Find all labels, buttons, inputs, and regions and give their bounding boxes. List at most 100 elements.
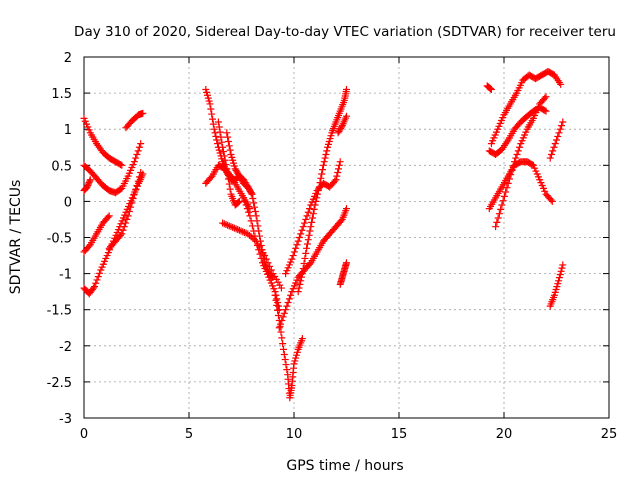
data-point: [253, 241, 261, 249]
data-point: [300, 259, 308, 267]
data-point: [297, 230, 305, 238]
data-point: [282, 306, 290, 314]
data-point: [137, 140, 145, 148]
data-point: [212, 132, 220, 140]
data-point: [553, 136, 560, 144]
data-point: [219, 143, 227, 151]
x-axis-label: GPS time / hours: [286, 458, 403, 474]
data-point: [224, 133, 232, 141]
data-point: [285, 295, 293, 303]
data-point: [214, 140, 222, 148]
data-point: [498, 201, 506, 209]
data-point: [220, 152, 228, 160]
data-point: [309, 210, 317, 218]
data-point: [335, 165, 343, 173]
data-point: [321, 154, 329, 162]
series-arc-l: [219, 219, 285, 292]
data-point: [487, 85, 495, 93]
series-arc-u: [485, 104, 550, 158]
data-point: [301, 254, 309, 262]
data-point: [262, 255, 270, 263]
data-point: [226, 146, 234, 154]
x-tick-label: 10: [286, 427, 303, 442]
series-arc-y: [546, 118, 567, 162]
data-point: [287, 291, 295, 299]
data-point: [304, 236, 312, 244]
data-point: [556, 125, 564, 133]
data-point: [319, 166, 327, 174]
data-point: [513, 150, 521, 158]
data-point: [343, 205, 350, 213]
data-point: [86, 176, 94, 184]
data-point: [134, 147, 142, 155]
data-point: [503, 184, 511, 192]
data-point: [226, 185, 234, 193]
data-point: [551, 140, 559, 148]
data-point: [239, 228, 247, 236]
data-point: [316, 179, 324, 187]
data-point: [274, 302, 282, 310]
data-point: [92, 279, 100, 287]
data-point: [94, 273, 102, 281]
data-point: [248, 222, 256, 230]
series-arc-m: [240, 194, 283, 314]
data-point: [214, 118, 222, 126]
data-point: [320, 158, 328, 166]
data-point: [209, 115, 217, 123]
data-point: [555, 129, 563, 137]
data-point: [132, 154, 140, 162]
data-point: [487, 85, 495, 93]
data-point: [547, 196, 555, 204]
data-point: [290, 248, 298, 256]
data-point: [128, 199, 136, 207]
data-point: [237, 227, 245, 235]
data-point: [306, 260, 314, 268]
x-tick-label: 15: [391, 427, 408, 442]
data-point: [319, 161, 327, 169]
data-point: [230, 224, 238, 232]
data-point: [343, 85, 350, 93]
data-point: [283, 366, 291, 374]
data-point: [224, 170, 232, 178]
data-point: [318, 170, 326, 178]
data-point: [302, 249, 310, 257]
data-point: [253, 217, 261, 225]
y-tick-label: -3: [59, 412, 72, 427]
data-point: [240, 228, 248, 236]
data-point: [222, 221, 230, 229]
data-point: [548, 197, 556, 205]
data-point: [135, 143, 143, 151]
data-point: [275, 306, 283, 314]
data-point: [508, 166, 516, 174]
data-point: [301, 219, 308, 227]
data-point: [217, 133, 225, 141]
data-point: [335, 161, 343, 169]
data-point: [241, 197, 249, 205]
data-point: [274, 306, 282, 314]
data-point: [554, 132, 562, 140]
x-tick-label: 25: [601, 427, 618, 442]
data-point: [206, 100, 214, 108]
data-point: [306, 205, 314, 213]
data-point: [273, 301, 281, 309]
series-arc-e: [80, 170, 147, 298]
data-point: [282, 361, 290, 369]
series-arc-j: [214, 118, 243, 209]
series-arc-p: [282, 158, 344, 278]
data-point: [243, 205, 251, 213]
data-point: [221, 156, 229, 164]
data-point: [541, 106, 549, 114]
data-point: [86, 177, 94, 185]
data-point: [117, 161, 125, 169]
data-point: [343, 259, 350, 267]
data-point: [225, 142, 233, 150]
data-point: [223, 129, 231, 137]
data-point: [242, 201, 250, 209]
data-point: [509, 162, 517, 170]
data-point: [251, 203, 259, 211]
data-point: [224, 175, 232, 183]
data-point: [213, 136, 221, 144]
data-point: [297, 277, 305, 285]
data-point: [311, 201, 319, 209]
data-point: [266, 262, 274, 270]
